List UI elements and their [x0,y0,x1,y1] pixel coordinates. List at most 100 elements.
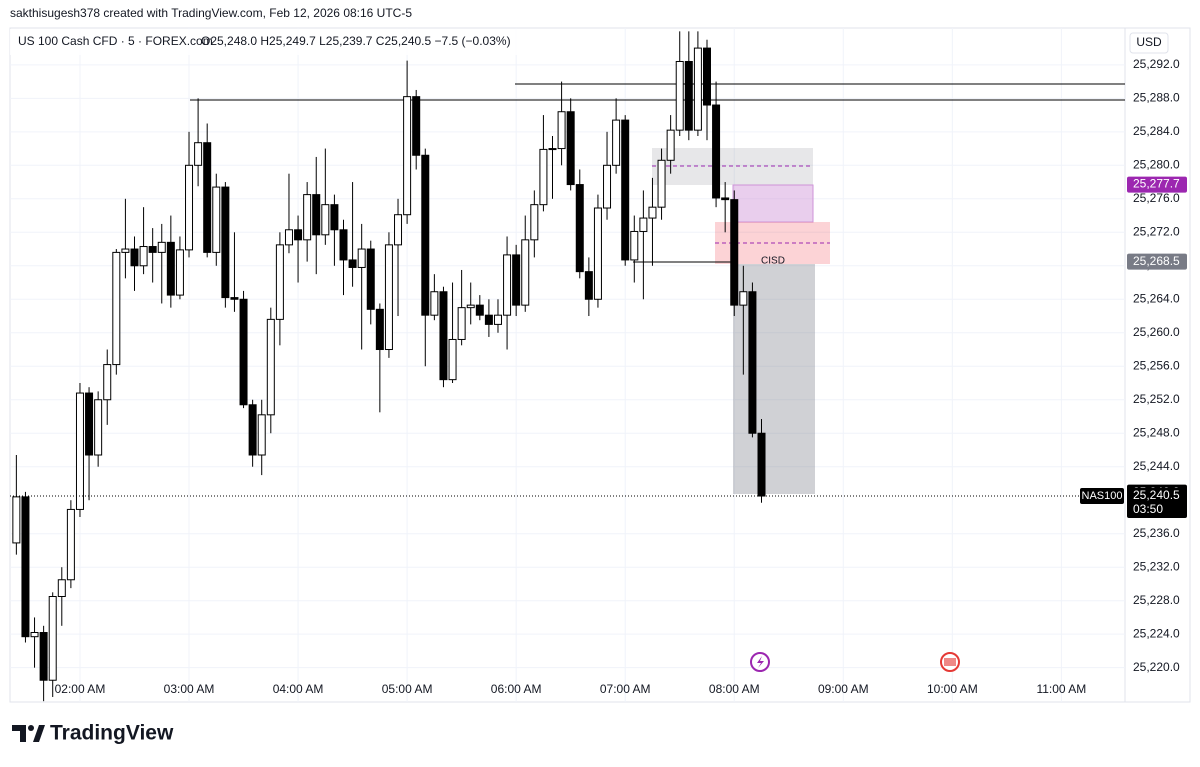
y-tick-label: 25,256.0 [1133,358,1180,372]
last-price-box [1127,488,1187,519]
x-tick-label: 11:00 AM [1036,682,1086,696]
candle-body [103,364,112,401]
candle-body [112,251,121,366]
candle-body [348,259,357,268]
attribution: sakthisugesh378 created with TradingView… [10,6,412,20]
symbol-box [1080,488,1124,505]
candle-body [521,239,530,306]
candle-body [748,291,757,434]
ohlc-legend: O25,248.0 H25,249.7 L25,239.7 C25,240.5 … [201,34,511,48]
x-tick-label: 08:00 AM [709,682,760,696]
logo-mark [12,725,45,742]
currency-box[interactable] [1129,32,1169,54]
candle-body [166,241,175,296]
candle-body [312,194,321,236]
candle-body [639,217,648,232]
y-tick-label: 25,288.0 [1133,91,1180,105]
candle-body [30,632,39,638]
axes: 25,220.0 25,224.0 25,228.0 25,232.0 25,236.0… [10,57,1187,696]
x-tick-label: 02:00 AM [55,682,106,696]
candle-body [484,314,493,325]
y-tick-label: 25,284.0 [1133,124,1180,138]
candle-body [648,206,657,219]
candle-body [621,119,630,261]
candle-body [403,96,412,216]
y-tick-label: 25,248.0 [1133,425,1180,439]
y-tick-label: 25,252.0 [1133,392,1180,406]
candle-body [739,291,748,306]
candle-body [593,207,602,300]
y-tick-label: 25,276.0 [1133,191,1180,205]
candle-body [284,229,293,246]
candle-body [239,298,248,406]
candle-body [394,214,403,246]
x-tick-label: 07:00 AM [600,682,651,696]
y-tick-label: 25,232.0 [1133,559,1180,573]
candle-body [39,632,48,681]
candle-body [339,229,348,261]
x-tick-label: 06:00 AM [491,682,542,696]
candle-body [412,96,421,156]
candle-body [493,314,502,325]
countdown: 03:50 [1133,502,1163,516]
candle-body [430,291,439,316]
candle-body [321,204,330,236]
y-tick-label: 25,228.0 [1133,593,1180,607]
candle-body [539,148,548,206]
candle-body [57,579,66,598]
candle-body [421,154,430,316]
candle-body [466,304,475,309]
candle-body [275,244,284,320]
candle-body [757,432,766,497]
candle-body [439,291,448,381]
candle-body [21,496,30,638]
candle-body [139,246,148,267]
candle-body [730,199,739,306]
price-label-box [1127,253,1187,270]
x-tick-label: 03:00 AM [164,682,215,696]
candle-body [512,254,521,306]
y-tick-label: 25,224.0 [1133,626,1180,640]
event-icon-glyph [757,656,764,668]
y-tick-label: 25,292.0 [1133,57,1180,71]
y-tick-label: 25,280.0 [1133,157,1180,171]
y-tick-label: 25,236.0 [1133,526,1180,540]
y-tick-label: 25,244.0 [1133,459,1180,473]
x-tick-label: 05:00 AM [382,682,433,696]
candle-body [584,271,593,300]
x-tick-label: 04:00 AM [273,682,324,696]
candle-body [530,204,539,241]
logo-text: TradingView [50,722,174,745]
candle-body [630,230,639,261]
legend-bg [10,29,530,55]
candle-body [684,60,693,131]
candle-body [712,104,721,199]
candle-body [666,129,675,161]
candle-body [721,197,730,201]
price-label: 25,277.7 [1133,177,1180,191]
candle-body [48,596,57,681]
frame [9,27,1191,703]
candle-body [266,318,275,416]
price-label: 25,268.5 [1133,254,1180,268]
candle-body [575,184,584,273]
candles [12,31,766,702]
symbol-label: NAS100 [1082,490,1123,502]
currency[interactable]: USD [1136,35,1162,49]
candle-body [675,60,684,131]
candle-body [230,297,239,300]
candle-body [157,241,166,253]
candle-body [85,392,94,456]
us-flag [944,658,956,666]
candle-body [294,229,303,241]
x-tick-label: 09:00 AM [818,682,869,696]
candle-body [212,186,221,253]
candle-body [457,307,466,340]
y-tick-label: 25,264.0 [1133,291,1180,305]
candle-body [66,508,75,581]
candle-body [330,204,339,231]
candle-body [375,308,384,351]
candle-body [566,111,575,186]
candle-body [12,496,21,544]
